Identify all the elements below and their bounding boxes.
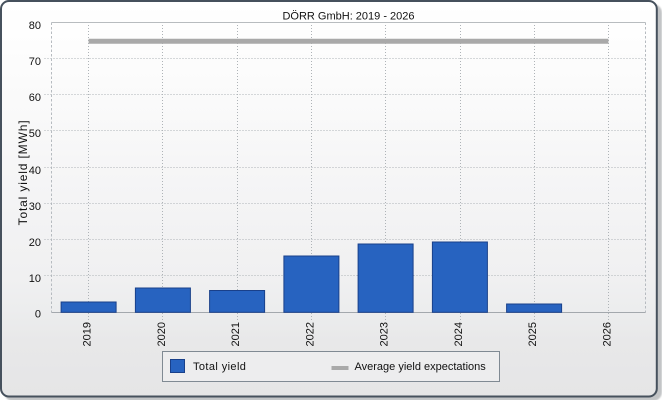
svg-text:2023: 2023	[379, 322, 391, 346]
svg-text:70: 70	[29, 56, 41, 68]
svg-text:2021: 2021	[230, 322, 242, 346]
svg-text:2020: 2020	[156, 322, 168, 346]
svg-text:80: 80	[29, 20, 41, 32]
svg-text:0: 0	[35, 309, 41, 321]
svg-text:60: 60	[29, 92, 41, 104]
svg-text:2026: 2026	[601, 322, 613, 346]
svg-text:2025: 2025	[527, 322, 539, 346]
svg-text:DÖRR GmbH: 2019 - 2026: DÖRR GmbH: 2019 - 2026	[282, 11, 414, 23]
svg-text:2022: 2022	[304, 322, 316, 346]
svg-text:Average yield expectations: Average yield expectations	[355, 361, 487, 373]
svg-text:50: 50	[29, 128, 41, 140]
svg-text:20: 20	[29, 237, 41, 249]
svg-text:2024: 2024	[453, 322, 465, 346]
svg-text:30: 30	[29, 201, 41, 213]
svg-text:2019: 2019	[82, 322, 94, 346]
svg-text:Total yield: Total yield	[193, 361, 246, 373]
svg-text:40: 40	[29, 165, 41, 177]
svg-text:10: 10	[29, 273, 41, 285]
svg-text:Total yield [MWh]: Total yield [MWh]	[16, 120, 30, 226]
